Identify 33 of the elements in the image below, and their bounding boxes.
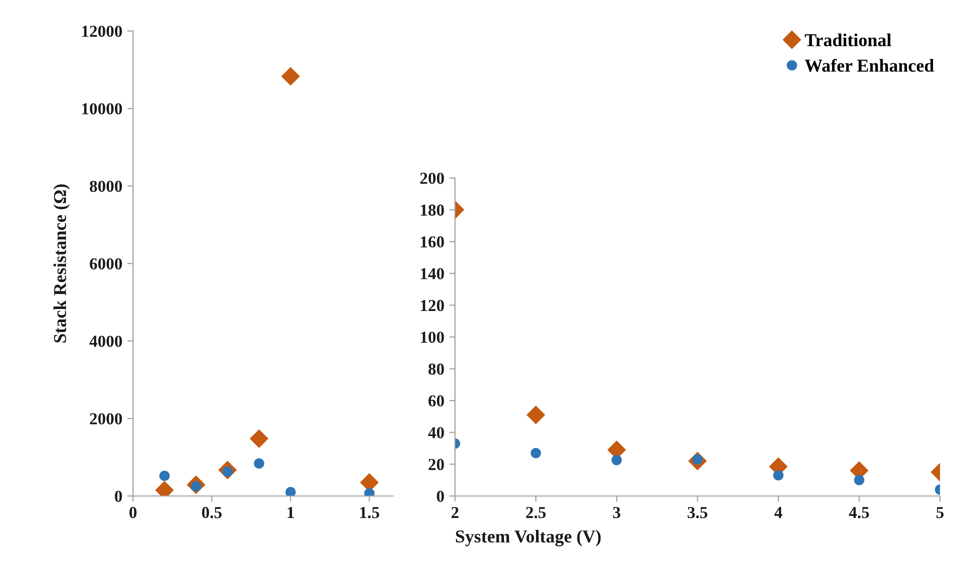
y-axis-title: Stack Resistance (Ω) — [53, 184, 70, 342]
x-tick-label: 1 — [288, 506, 294, 518]
y-tick-label: 8000 — [90, 180, 122, 192]
y-tick-label: 80 — [428, 364, 444, 375]
y-tick-label: 60 — [428, 395, 444, 407]
x-tick-label: 4 — [774, 507, 782, 518]
y-tick-label: 120 — [420, 300, 444, 312]
y-tick-label: 200 — [420, 172, 444, 184]
legend-label: Traditional — [804, 34, 892, 46]
y-tick-label: 6000 — [90, 258, 122, 270]
x-tick-label: 2 — [452, 506, 458, 518]
legend-label: Wafer Enhanced — [804, 58, 934, 72]
x-tick-label: 5 — [936, 507, 944, 518]
y-tick-label: 10000 — [82, 103, 122, 114]
y-tick-label: 12000 — [82, 26, 122, 37]
x-tick-label: 2.5 — [526, 506, 546, 518]
y-tick-label: 0 — [114, 490, 122, 502]
x-tick-label: 0 — [129, 506, 137, 518]
x-tick-label: 0.5 — [202, 506, 222, 518]
y-tick-label: 0 — [436, 490, 444, 502]
x-tick-label: 4.5 — [848, 507, 869, 518]
y-tick-label: 20 — [428, 458, 444, 470]
x-tick-label: 1.5 — [360, 506, 380, 518]
y-tick-label: 2000 — [90, 413, 122, 424]
y-tick-label: 160 — [420, 236, 444, 248]
y-tick-label: 4000 — [89, 336, 122, 347]
y-tick-label: 100 — [420, 332, 444, 343]
x-tick-label: 3 — [613, 506, 620, 518]
y-tick-label: 40 — [428, 427, 444, 438]
y-tick-label: 140 — [420, 268, 444, 280]
x-tick-label: 3.5 — [688, 506, 708, 518]
x-axis-title: System Voltage (V) — [456, 530, 601, 546]
y-tick-label: 180 — [420, 204, 444, 216]
